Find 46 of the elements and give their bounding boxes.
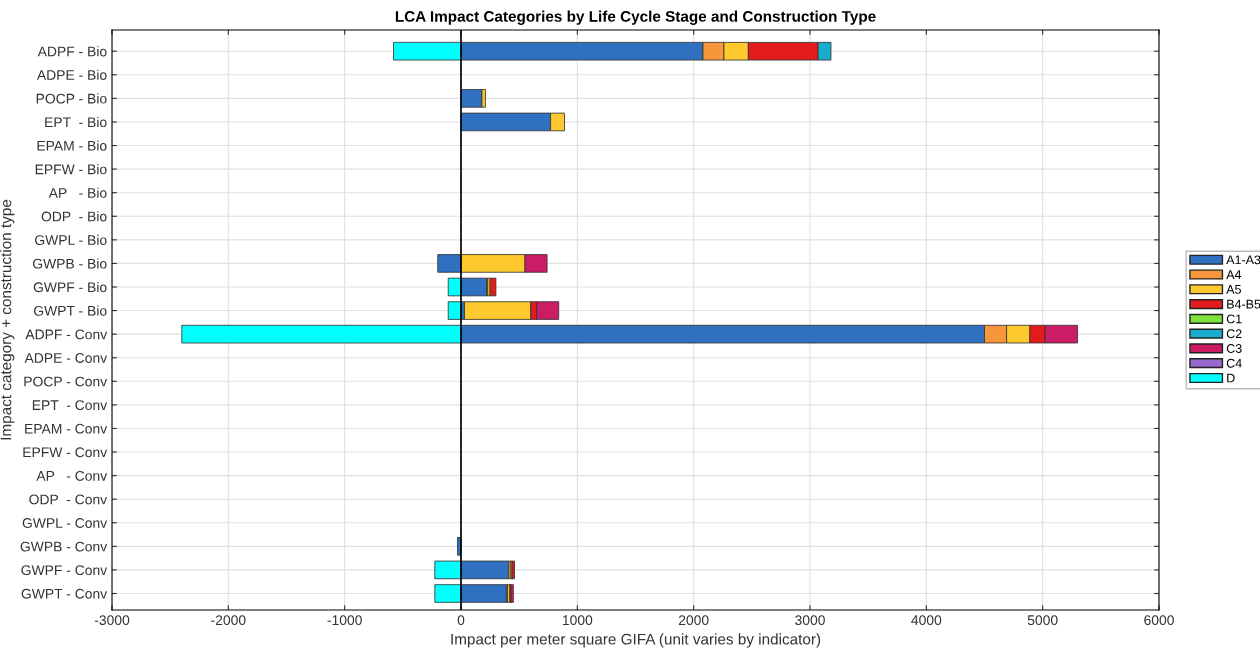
x-tick-label: 1000 — [562, 615, 593, 626]
y-tick-label: GWPT - Bio — [34, 305, 107, 316]
legend-label: D — [1227, 373, 1235, 383]
x-tick-label: 2000 — [678, 615, 709, 626]
y-tick-label: GWPT - Conv — [21, 588, 108, 599]
y-tick-label: EPFW - Conv — [23, 447, 108, 458]
y-tick-label: EPT - Bio — [45, 116, 107, 128]
legend-label: C1 — [1226, 314, 1242, 324]
x-tick-label: -3000 — [94, 615, 130, 626]
y-tick-label: ADPF - Bio — [37, 46, 107, 57]
y-tick-label: GWPL - Conv — [22, 518, 108, 528]
x-tick-label: 4000 — [911, 615, 942, 626]
y-tick-label: GWPF - Conv — [21, 565, 108, 576]
x-axis-title: Impact per meter square GIFA (unit varies by indicator) — [451, 633, 821, 648]
legend-label: C2 — [1226, 329, 1242, 339]
x-tick-label: -2000 — [211, 615, 246, 626]
legend-label: A5 — [1226, 285, 1241, 294]
y-tick-label: EPFW - Bio — [35, 164, 107, 175]
y-axis-title: Impact category + construction type — [0, 199, 15, 440]
y-tick-label: GWPB - Bio — [32, 258, 107, 269]
y-tick-label: ADPF - Conv — [25, 329, 108, 340]
legend-label: A1-A3 — [1226, 255, 1260, 265]
y-tick-label: GWPB - Conv — [20, 541, 108, 552]
y-tick-label: ODP - Conv — [29, 494, 108, 505]
y-tick-label: POCP - Bio — [36, 93, 107, 104]
legend-label: C4 — [1226, 358, 1242, 368]
x-tick-label: 5000 — [1027, 615, 1058, 626]
y-tick-label: ADPE - Bio — [36, 69, 107, 80]
y-tick-label: GWPL - Bio — [35, 234, 107, 246]
y-tick-label: ODP - Bio — [41, 211, 107, 222]
legend-label: C3 — [1226, 344, 1242, 353]
legend-label: A4 — [1226, 270, 1242, 279]
y-tick-label: ADPE - Conv — [24, 353, 108, 363]
y-tick-label: EPAM - Bio — [37, 140, 107, 151]
y-tick-label: GWPF - Bio — [33, 281, 107, 293]
y-tick-label: EPAM - Conv — [25, 423, 108, 434]
y-tick-label: EPT - Conv — [32, 400, 108, 411]
x-tick-label: -1000 — [327, 615, 362, 626]
legend-label: B4-B5 — [1227, 299, 1260, 309]
y-tick-label: POCP - Conv — [24, 376, 108, 387]
x-tick-label: 3000 — [795, 615, 825, 626]
y-tick-label: AP - Conv — [36, 470, 108, 481]
chart-title: LCA Impact Categories by Life Cycle Stage and Construction Type — [395, 10, 876, 25]
x-tick-label: 0 — [457, 615, 465, 626]
x-tick-label: 6000 — [1144, 615, 1174, 626]
y-tick-label: AP - Bio — [48, 187, 107, 198]
